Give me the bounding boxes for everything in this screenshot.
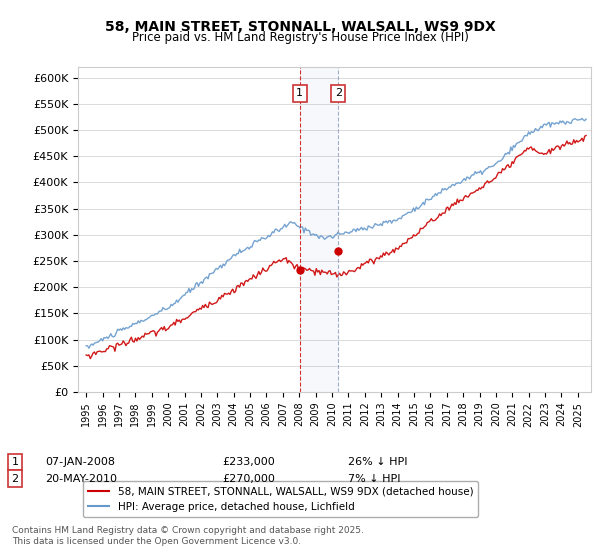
Text: 07-JAN-2008: 07-JAN-2008 [45,457,115,467]
Text: 1: 1 [11,457,19,467]
Text: 1: 1 [296,88,303,98]
Text: Price paid vs. HM Land Registry's House Price Index (HPI): Price paid vs. HM Land Registry's House … [131,31,469,44]
Text: Contains HM Land Registry data © Crown copyright and database right 2025.
This d: Contains HM Land Registry data © Crown c… [12,526,364,546]
Text: 7% ↓ HPI: 7% ↓ HPI [348,474,401,484]
Text: £233,000: £233,000 [222,457,275,467]
Bar [300,67,338,392]
Legend: 58, MAIN STREET, STONNALL, WALSALL, WS9 9DX (detached house), HPI: Average price: 58, MAIN STREET, STONNALL, WALSALL, WS9 … [83,481,478,517]
Text: 26% ↓ HPI: 26% ↓ HPI [348,457,407,467]
Text: 58, MAIN STREET, STONNALL, WALSALL, WS9 9DX: 58, MAIN STREET, STONNALL, WALSALL, WS9 … [104,20,496,34]
Text: 2: 2 [11,474,19,484]
Text: £270,000: £270,000 [222,474,275,484]
Text: 20-MAY-2010: 20-MAY-2010 [45,474,117,484]
Text: 2: 2 [335,88,342,98]
